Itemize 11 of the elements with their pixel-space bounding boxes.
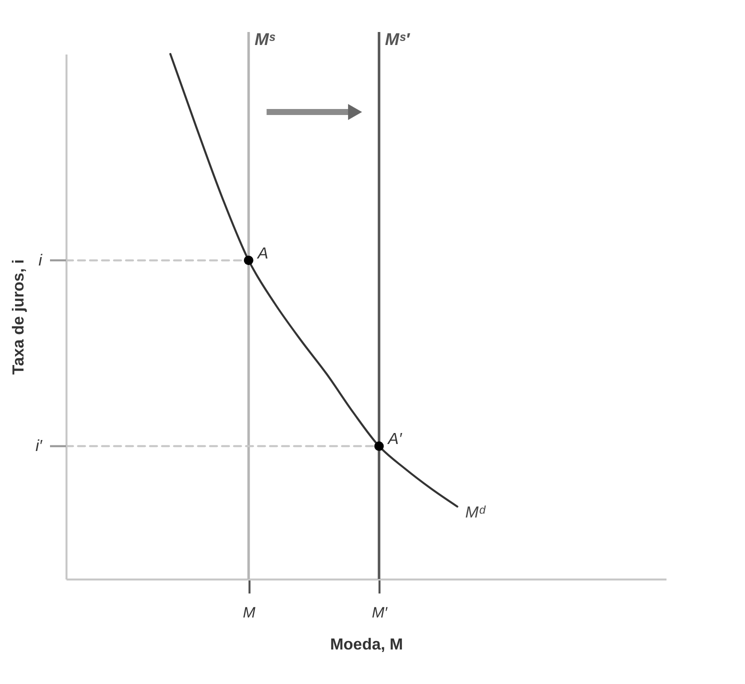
x-tick-label: M [242,604,256,622]
x-tick-label: M′ [372,604,388,622]
series-label: Mᵈ [465,504,487,522]
annotation: A′ [387,431,403,448]
x-axis-title: Moeda, M [330,636,403,654]
series-label: i′ [35,438,43,456]
annotation: A [256,245,268,262]
y-axis-title: Taxa de juros, i [10,259,28,375]
ref-line-label: Mˢ′ [385,30,411,49]
ref-line-label: Mˢ [254,30,276,49]
series-label: i [38,252,42,270]
